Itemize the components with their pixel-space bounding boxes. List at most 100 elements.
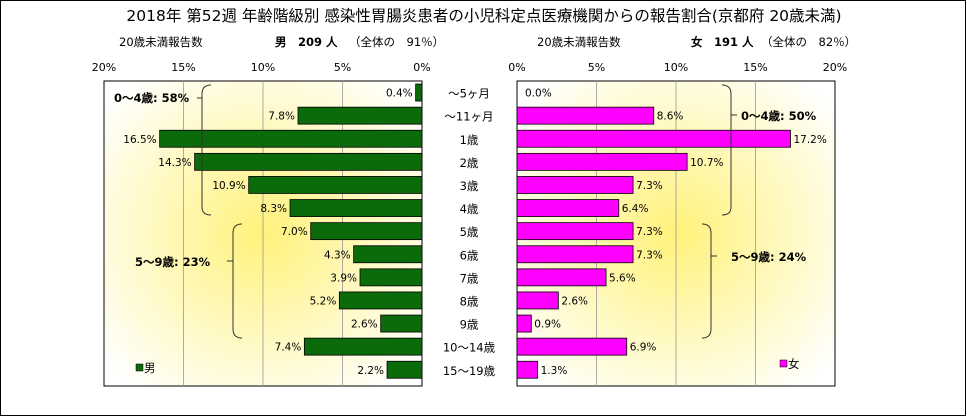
male-x-tick: 10% — [251, 61, 275, 74]
female-bar-labels: 0.0%8.6%17.2%10.7%7.3%6.4%7.3%7.3%5.6%2.… — [525, 88, 827, 377]
male-bar — [359, 268, 423, 287]
female-bar-label: 2.6% — [561, 295, 588, 307]
male-annotation-5-9: 5～9歳: 23% — [135, 255, 211, 269]
age-category-label: 6歳 — [460, 248, 479, 262]
male-bar — [380, 314, 423, 333]
male-brace-5-9 — [227, 223, 243, 339]
male-bar-label: 0.4% — [386, 88, 413, 100]
male-bar-label: 10.9% — [212, 180, 245, 192]
age-category-label: 1歳 — [460, 133, 479, 147]
male-bar — [289, 199, 423, 217]
male-bar-label: 14.3% — [158, 157, 191, 169]
male-annotation-0-4: 0～4歳: 58% — [114, 91, 190, 105]
male-x-tick: 0% — [413, 61, 430, 74]
male-brace-0-4 — [197, 84, 212, 216]
male-bar — [310, 222, 423, 241]
male-bar-label: 2.2% — [357, 365, 384, 377]
male-axis-ticks: 20% 15% 10% 5% 0% — [92, 61, 431, 74]
female-bar-label: 7.3% — [636, 249, 663, 261]
female-bar — [516, 106, 655, 125]
female-bar-label: 1.3% — [541, 365, 568, 377]
male-bar — [303, 337, 423, 356]
age-category-label: 2歳 — [460, 156, 479, 170]
male-bar — [248, 176, 423, 194]
female-bar — [516, 268, 607, 287]
male-bar — [297, 106, 423, 125]
female-annotation-5-9: 5～9歳: 24% — [731, 250, 807, 264]
female-bar — [516, 222, 634, 241]
male-x-tick: 20% — [92, 61, 116, 74]
male-bar-label: 16.5% — [123, 134, 156, 146]
female-bar-label: 7.3% — [636, 226, 663, 238]
female-bar — [516, 199, 620, 217]
female-bar-label: 17.2% — [793, 134, 826, 146]
female-bar — [516, 291, 559, 310]
male-bar-label: 4.3% — [324, 249, 351, 261]
male-bar-label: 7.4% — [275, 342, 302, 354]
male-bar — [194, 152, 423, 171]
male-x-tick: 15% — [171, 61, 195, 74]
age-category-label: 10～14歳 — [443, 341, 496, 355]
male-x-tick: 5% — [334, 61, 351, 74]
male-bar-label: 7.8% — [268, 111, 295, 123]
male-header-share: （全体の 91％） — [349, 35, 444, 49]
female-bar — [516, 176, 634, 194]
female-x-tick: 10% — [664, 61, 688, 74]
age-category-label: ～11ヶ月 — [444, 110, 493, 124]
male-bar-label: 3.9% — [330, 272, 357, 284]
female-x-tick: 20% — [823, 61, 847, 74]
age-category-label: 5歳 — [460, 225, 479, 239]
female-brace-5-9 — [701, 223, 717, 339]
female-x-tick: 0% — [508, 61, 525, 74]
female-bar-label: 10.7% — [690, 157, 723, 169]
female-bar-label: 8.6% — [657, 111, 684, 123]
female-bar — [516, 314, 532, 333]
male-bar-label: 5.2% — [310, 295, 337, 307]
male-bar-label: 7.0% — [281, 226, 308, 238]
male-header-count: 男 209 人 — [275, 35, 338, 49]
female-bar-label: 6.9% — [630, 342, 657, 354]
male-header-label: 20歳未満報告数 — [119, 35, 203, 49]
female-bar-label: 7.3% — [636, 180, 663, 192]
female-bars — [516, 106, 791, 379]
age-category-label: 7歳 — [460, 271, 479, 285]
female-header-share: （全体の 82％） — [761, 35, 856, 49]
male-bars — [159, 83, 423, 379]
male-bar — [353, 245, 423, 264]
female-bar — [516, 360, 539, 379]
female-x-tick: 15% — [743, 61, 767, 74]
male-bar — [159, 129, 423, 148]
female-bar — [516, 129, 791, 148]
female-header-label: 20歳未満報告数 — [537, 35, 621, 49]
male-bar-label: 2.6% — [351, 319, 378, 331]
female-legend-swatch — [779, 359, 788, 368]
male-bar-labels: 0.4% 7.8% 16.5%14.3% 10.9% 8.3% 7.0% 4.3% 3.9% 5… — [123, 88, 412, 377]
male-bar — [415, 83, 423, 102]
male-legend-swatch — [135, 363, 144, 372]
female-x-tick: 5% — [588, 61, 605, 74]
age-category-label: 8歳 — [460, 294, 479, 308]
male-bar-label: 8.3% — [260, 203, 287, 215]
age-category-label: 3歳 — [460, 179, 479, 193]
chart-title: 2018年 第52週 年齢階級別 感染性胃腸炎患者の小児科定点医療機関からの報告… — [126, 7, 841, 25]
age-category-label: 15～19歳 — [443, 364, 496, 378]
female-header-count: 女 191 人 — [691, 35, 754, 49]
male-legend-label: 男 — [144, 361, 156, 375]
female-bar — [516, 337, 628, 356]
female-bar-label: 6.4% — [622, 203, 649, 215]
female-axis-ticks: 0% 5% 10% 15% 20% — [508, 61, 847, 74]
age-category-label: ～5ヶ月 — [448, 87, 490, 101]
female-bar — [516, 152, 688, 171]
female-bar-label: 0.9% — [534, 319, 561, 331]
female-brace-0-4 — [721, 84, 737, 216]
female-bar-label: 5.6% — [609, 272, 636, 284]
female-annotation-0-4: 0～4歳: 50% — [741, 109, 817, 123]
age-category-labels: ～5ヶ月 ～11ヶ月 1歳 2歳 3歳 4歳 5歳 6歳 7歳 8歳 9歳 10～14歳 15～19歳 — [443, 87, 496, 378]
female-bar — [516, 245, 634, 264]
male-bar — [386, 360, 423, 379]
age-category-label: 4歳 — [460, 202, 479, 216]
female-bar-label: 0.0% — [525, 88, 552, 100]
age-category-label: 9歳 — [460, 318, 479, 332]
